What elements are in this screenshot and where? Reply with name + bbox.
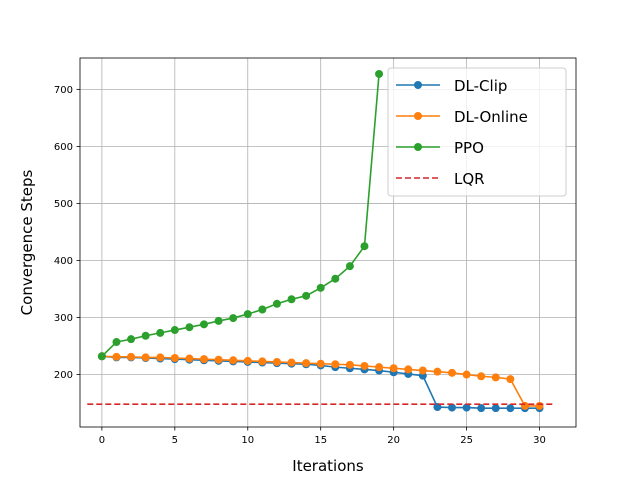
data-point-ppo [243, 310, 252, 319]
data-point-dl-online [462, 370, 471, 379]
data-point-ppo [331, 274, 340, 283]
data-point-dl-clip [506, 404, 515, 413]
data-point-dl-online [185, 354, 194, 363]
x-tick-label: 30 [533, 435, 546, 446]
grid [80, 58, 576, 427]
data-point-dl-clip [462, 403, 471, 412]
data-point-ppo [375, 69, 384, 78]
legend: DL-Clip DL-Online PPO LQR [387, 67, 567, 197]
ticks: 0 5 10 15 20 25 30 200 300 400 500 600 700 [54, 85, 546, 446]
data-point-dl-online [389, 364, 398, 373]
data-point-dl-online [214, 355, 223, 364]
data-point-dl-online [418, 366, 427, 375]
y-tick-label: 200 [54, 370, 73, 381]
data-point-ppo [316, 283, 325, 292]
data-point-ppo [185, 323, 194, 332]
data-point-dl-online [258, 357, 267, 366]
data-point-ppo [287, 295, 296, 304]
data-point-dl-clip [491, 404, 500, 413]
x-tick-label: 15 [314, 435, 327, 446]
data-point-ppo [112, 338, 121, 347]
data-point-dl-clip [448, 403, 456, 412]
data-point-ppo [214, 316, 223, 325]
series-layer [87, 69, 555, 413]
legend-label-ppo: PPO [454, 139, 484, 157]
data-point-ppo [345, 262, 354, 271]
y-tick-label: 700 [54, 85, 73, 96]
x-tick-label: 25 [460, 435, 473, 446]
legend-label-dl-clip: DL-Clip [454, 77, 507, 95]
y-axis-label: Convergence Steps [18, 170, 36, 316]
x-tick-label: 10 [241, 435, 254, 446]
y-tick-label: 600 [54, 142, 73, 153]
data-point-ppo [360, 242, 369, 251]
data-point-dl-online [477, 372, 486, 381]
x-tick-label: 0 [99, 435, 105, 446]
data-point-ppo [258, 305, 267, 314]
data-point-dl-online [520, 401, 529, 410]
plot-frame [79, 57, 577, 428]
data-point-dl-online [448, 368, 456, 377]
data-point-dl-online [112, 352, 121, 361]
data-point-dl-online [287, 358, 296, 367]
data-point-dl-online [127, 352, 136, 361]
data-point-dl-clip [477, 404, 486, 413]
legend-label-dl-online: DL-Online [454, 108, 528, 126]
legend-label-lqr: LQR [454, 170, 485, 188]
data-point-ppo [170, 326, 179, 335]
data-point-dl-online [170, 353, 179, 362]
data-point-dl-online [491, 373, 500, 382]
data-point-ppo [127, 335, 136, 344]
legend-marker-ppo [414, 143, 422, 151]
y-tick-label: 500 [54, 199, 73, 210]
data-point-dl-online [375, 363, 384, 372]
data-point-ppo [272, 299, 281, 308]
data-point-dl-online [433, 367, 442, 376]
data-point-dl-online [331, 360, 340, 369]
x-tick-label: 20 [387, 435, 400, 446]
data-point-dl-online [243, 356, 252, 365]
data-point-dl-online [141, 353, 150, 362]
data-point-dl-online [200, 355, 208, 364]
data-point-ppo [229, 314, 238, 323]
data-point-ppo [141, 331, 150, 340]
data-point-dl-online [229, 356, 238, 365]
data-point-dl-online [345, 360, 354, 369]
data-point-ppo [302, 291, 311, 300]
data-point-dl-online [156, 353, 165, 362]
data-point-dl-clip [433, 403, 442, 412]
data-point-dl-online [535, 401, 544, 410]
legend-box [387, 67, 567, 197]
data-point-dl-online [272, 357, 281, 366]
data-point-dl-online [316, 359, 325, 368]
y-tick-label: 400 [54, 256, 73, 267]
data-point-dl-online [360, 361, 369, 370]
y-tick-label: 300 [54, 313, 73, 324]
data-point-dl-online [404, 365, 413, 374]
data-point-dl-online [506, 375, 515, 384]
legend-marker-dl-clip [414, 81, 422, 89]
series-ppo [97, 69, 384, 361]
data-point-ppo [156, 328, 165, 337]
legend-marker-dl-online [414, 112, 422, 120]
x-axis-label: Iterations [292, 457, 364, 475]
data-point-ppo [200, 320, 208, 329]
x-tick-label: 5 [172, 435, 178, 446]
data-point-dl-online [302, 359, 311, 368]
data-point-ppo [97, 352, 106, 361]
